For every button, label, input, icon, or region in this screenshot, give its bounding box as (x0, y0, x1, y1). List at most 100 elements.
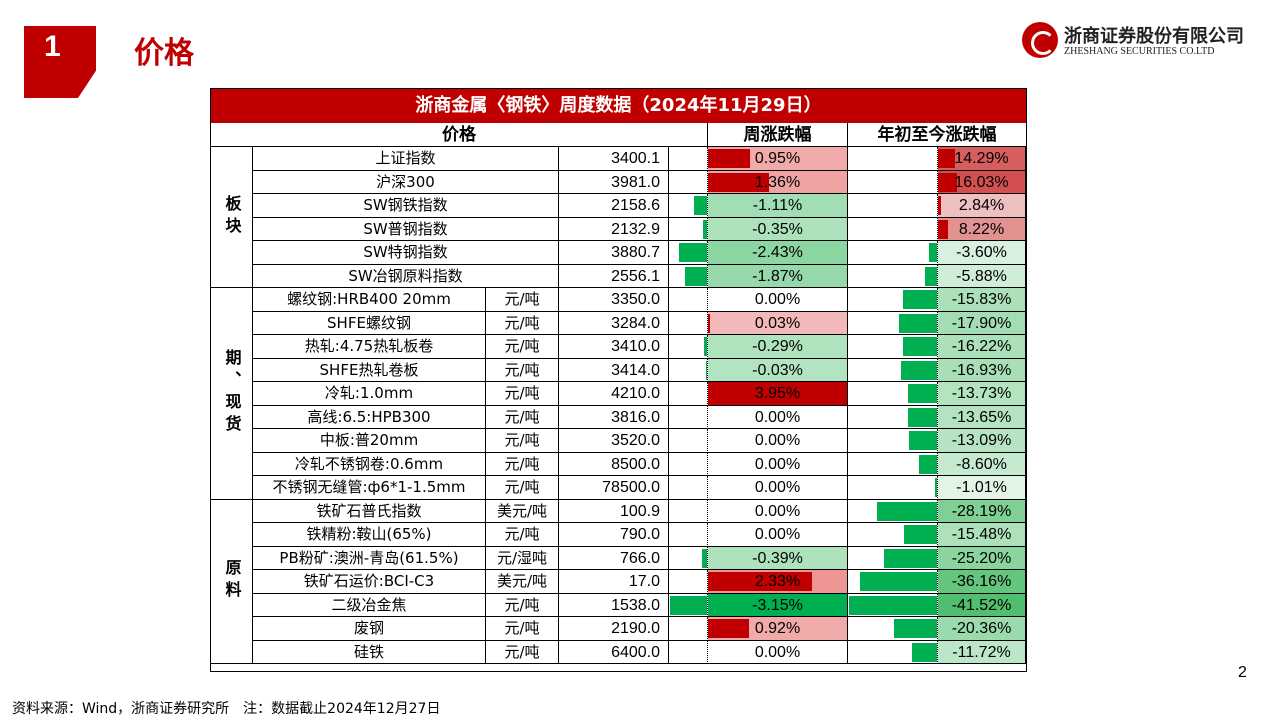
ytd-bar (902, 337, 937, 356)
weekly-change-text: -1.87% (752, 267, 803, 285)
weekly-change: -2.43% (708, 241, 848, 265)
section-number: 1 (44, 30, 61, 63)
row-name: SHFE螺纹钢 (253, 311, 486, 335)
table-row: 冷轧不锈钢卷:0.6mm 元/吨 8500.0 0.00% -8.60% (211, 452, 1026, 476)
weekly-change-text: 0.92% (754, 620, 801, 637)
weekly-bar (702, 219, 707, 239)
weekly-bar-cell (669, 382, 708, 406)
row-value: 3350.0 (559, 288, 669, 312)
ytd-change: -16.93% (938, 358, 1026, 382)
ytd-change-text: -41.52% (951, 596, 1012, 614)
table-row: 中板:普20mm 元/吨 3520.0 0.00% -13.09% (211, 429, 1026, 453)
ytd-change-text: -13.65% (951, 408, 1012, 426)
ytd-change-text: -20.36% (951, 620, 1012, 637)
group-label: 板块 (211, 147, 253, 288)
weekly-change-text: 0.95% (754, 150, 801, 167)
weekly-change-text: 2.33% (754, 573, 801, 590)
row-value: 2190.0 (559, 617, 669, 641)
weekly-bar-cell (669, 593, 708, 617)
weekly-bar (708, 313, 710, 333)
ytd-bar (908, 407, 937, 427)
ytd-change: -16.22% (938, 335, 1026, 359)
weekly-change-text: 0.00% (754, 291, 801, 308)
weekly-bar (685, 266, 707, 286)
row-value: 2132.9 (559, 217, 669, 241)
ytd-change-text: -3.60% (956, 244, 1007, 261)
row-unit: 元/吨 (486, 288, 559, 312)
weekly-change-text: 3.95% (754, 385, 801, 402)
weekly-change-text: 0.03% (754, 314, 801, 332)
weekly-change: -1.11% (708, 194, 848, 218)
ytd-bar-cell (848, 570, 938, 594)
row-unit: 美元/吨 (486, 570, 559, 594)
row-unit: 元/吨 (486, 452, 559, 476)
ytd-bar-cell (848, 429, 938, 453)
ytd-bar-cell (848, 147, 938, 171)
ytd-change-text: -5.88% (956, 267, 1007, 285)
table-row: 螺纹钢:HRB400 20mm 元/吨 3350.0 0.00% -15.83% (211, 288, 1026, 312)
row-name: 硅铁 (253, 640, 486, 664)
table-row: 铁矿石运价:BCI-C3 美元/吨 17.0 2.33% -36.16% (211, 570, 1026, 594)
row-unit: 元/吨 (486, 335, 559, 359)
ytd-change-text: 16.03% (954, 173, 1009, 191)
logo-name-en: ZHESHANG SECURITIES CO.LTD (1064, 46, 1215, 57)
group-label-text: 期、现货 (222, 349, 242, 438)
ytd-bar-cell (848, 617, 938, 641)
ytd-change: -36.16% (938, 570, 1026, 594)
ytd-bar (938, 172, 958, 192)
weekly-change: 2.33% (708, 570, 848, 594)
weekly-change: -0.39% (708, 546, 848, 570)
weekly-change-text: 0.00% (754, 479, 801, 496)
row-unit: 元/吨 (486, 429, 559, 453)
table-row: 废钢 元/吨 2190.0 0.92% -20.36% (211, 617, 1026, 641)
row-value: 2556.1 (559, 264, 669, 288)
ytd-change-text: -16.22% (951, 338, 1012, 355)
table-row: 高线:6.5:HPB300 元/吨 3816.0 0.00% -13.65% (211, 405, 1026, 429)
weekly-change-text: -0.29% (752, 338, 803, 355)
weekly-change-text: -1.11% (752, 197, 803, 214)
ytd-change: -41.52% (938, 593, 1026, 617)
row-value: 3400.1 (559, 147, 669, 171)
table-row: SHFE螺纹钢 元/吨 3284.0 0.03% -17.90% (211, 311, 1026, 335)
weekly-bar-cell (669, 546, 708, 570)
table-title: 浙商金属〈钢铁〉周度数据（2024年11月29日） (211, 89, 1026, 123)
weekly-change-text: 0.00% (754, 643, 801, 661)
ytd-bar-cell (848, 640, 938, 664)
row-value: 3816.0 (559, 405, 669, 429)
ytd-bar-cell (848, 264, 938, 288)
row-value: 8500.0 (559, 452, 669, 476)
ytd-bar (907, 384, 937, 403)
row-value: 3981.0 (559, 170, 669, 194)
weekly-bar-cell (669, 523, 708, 547)
row-name: 中板:普20mm (253, 429, 486, 453)
row-unit: 元/吨 (486, 382, 559, 406)
weekly-bar (678, 243, 707, 262)
ytd-bar-cell (848, 593, 938, 617)
weekly-bar-cell (669, 170, 708, 194)
ytd-bar-cell (848, 476, 938, 500)
weekly-change-text: 0.00% (754, 502, 801, 520)
ytd-change: 8.22% (938, 217, 1026, 241)
weekly-change: 0.95% (708, 147, 848, 171)
ytd-change-text: -11.72% (952, 643, 1011, 661)
table-row: 铁精粉:鞍山(65%) 元/吨 790.0 0.00% -15.48% (211, 523, 1026, 547)
weekly-bar (702, 548, 707, 568)
ytd-change: -15.83% (938, 288, 1026, 312)
weekly-change: -0.03% (708, 358, 848, 382)
row-name: 高线:6.5:HPB300 (253, 405, 486, 429)
table-row: 铁矿石普氏指数 美元/吨 100.9 0.00% -28.19% (211, 499, 1026, 523)
page-number: 2 (1238, 664, 1247, 681)
ytd-change-text: -36.16% (951, 573, 1012, 590)
company-logo: 浙商证券股份有限公司 ZHESHANG SECURITIES CO.LTD (1022, 22, 1262, 62)
row-name: 热轧:4.75热轧板卷 (253, 335, 486, 359)
ytd-change: -13.73% (938, 382, 1026, 406)
weekly-bar (708, 149, 751, 168)
row-name: SHFE热轧卷板 (253, 358, 486, 382)
weekly-change-text: -0.35% (752, 220, 803, 238)
row-unit: 元/吨 (486, 311, 559, 335)
ytd-change: -3.60% (938, 241, 1026, 265)
weekly-bar-cell (669, 429, 708, 453)
ytd-change: -13.09% (938, 429, 1026, 453)
weekly-bar (694, 196, 707, 215)
row-unit: 元/吨 (486, 405, 559, 429)
